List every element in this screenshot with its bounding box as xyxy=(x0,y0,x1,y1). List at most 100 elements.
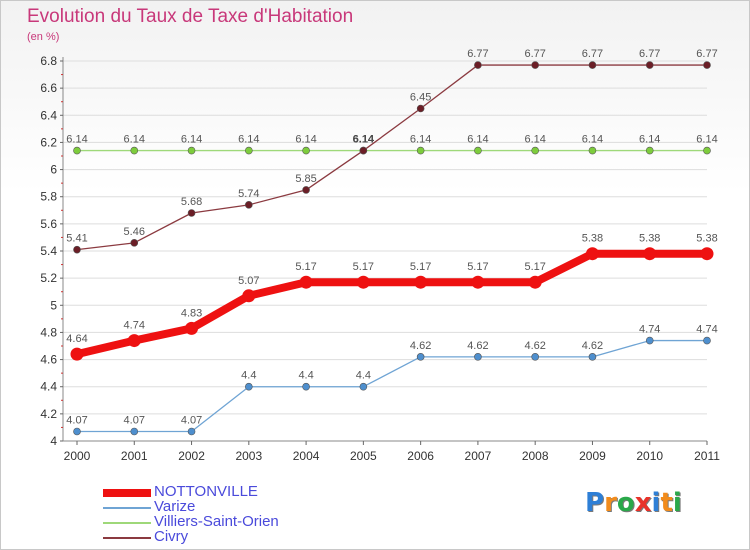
data-point xyxy=(245,201,253,209)
data-label: 6.77 xyxy=(524,48,545,60)
data-point xyxy=(130,146,139,155)
y-tick-label: 6.8 xyxy=(40,54,57,68)
y-tick-label: 5.8 xyxy=(40,190,57,204)
data-label: 4.4 xyxy=(298,370,313,382)
data-label: 6.14 xyxy=(124,134,145,146)
x-tick-label: 2000 xyxy=(64,449,91,463)
y-tick-label: 5.6 xyxy=(40,217,57,231)
data-point xyxy=(73,427,81,436)
y-tick-label: 6 xyxy=(50,163,57,177)
x-tick-label: 2010 xyxy=(636,449,663,463)
data-label: 5.17 xyxy=(467,261,488,273)
data-point xyxy=(359,382,368,391)
data-point xyxy=(73,245,81,254)
y-tick-label: 4.6 xyxy=(40,353,57,367)
series-line-nottonville xyxy=(73,249,711,359)
y-tick-label: 4.2 xyxy=(40,407,57,421)
data-label: 6.14 xyxy=(353,134,375,146)
data-label: 5.85 xyxy=(295,173,316,185)
data-label: 4.83 xyxy=(181,307,202,319)
data-label: 6.77 xyxy=(639,48,660,60)
legend-swatch-varize xyxy=(103,507,151,509)
y-tick-label: 5.2 xyxy=(40,271,57,285)
data-label: 6.14 xyxy=(639,134,660,146)
data-point xyxy=(416,104,425,113)
data-label: 6.77 xyxy=(696,48,717,60)
x-tick-label: 2005 xyxy=(350,449,377,463)
data-label: 5.68 xyxy=(181,196,202,208)
data-label: 5.17 xyxy=(353,261,374,273)
legend-label-nottonville: NOTTONVILLE xyxy=(154,483,258,500)
data-label: 4.07 xyxy=(181,415,202,427)
data-label: 4.4 xyxy=(356,370,371,382)
data-point xyxy=(531,61,539,69)
series-line-varize xyxy=(76,339,708,433)
y-tick-label: 6.4 xyxy=(40,108,57,122)
data-point xyxy=(73,146,81,155)
x-tick-label: 2011 xyxy=(694,449,720,463)
x-tick-label: 2004 xyxy=(293,449,320,463)
chart-subtitle: (en %) xyxy=(27,31,60,43)
data-point xyxy=(588,146,597,155)
data-point xyxy=(643,247,657,261)
data-point xyxy=(474,353,482,361)
x-tick-label: 2006 xyxy=(407,449,434,463)
data-point xyxy=(703,146,711,155)
legend-label-civry: Civry xyxy=(154,528,189,545)
series-line-civry xyxy=(76,64,708,251)
data-point xyxy=(302,186,310,194)
data-label: 4.64 xyxy=(66,333,87,345)
data-point xyxy=(70,347,84,361)
data-label: 5.17 xyxy=(295,261,316,273)
data-point xyxy=(588,61,597,69)
legend-label-varize: Varize xyxy=(154,498,196,515)
y-tick-label: 4.8 xyxy=(40,325,57,339)
legend-label-villiers: Villiers-Saint-Orien xyxy=(154,513,279,530)
y-tick-label: 6.2 xyxy=(40,135,57,149)
data-label: 4.07 xyxy=(66,415,87,427)
y-tick-label: 5.4 xyxy=(40,244,57,258)
data-label: 4.07 xyxy=(124,415,145,427)
data-label: 6.14 xyxy=(295,134,316,146)
data-label: 4.74 xyxy=(639,324,660,336)
y-tick-label: 5 xyxy=(50,298,57,312)
data-point xyxy=(585,247,599,261)
y-tick-label: 4 xyxy=(50,434,57,448)
data-label: 6.14 xyxy=(582,134,603,146)
proxiti-logo: Proxiti xyxy=(585,488,682,518)
data-label: 6.77 xyxy=(582,48,603,60)
data-point xyxy=(356,275,370,289)
x-tick-label: 2001 xyxy=(121,449,148,463)
data-point xyxy=(416,353,425,361)
data-point xyxy=(645,61,654,69)
data-point xyxy=(703,336,711,345)
data-point xyxy=(187,209,196,217)
data-point xyxy=(187,427,196,436)
data-point xyxy=(645,146,654,155)
data-point xyxy=(703,61,711,69)
data-label: 4.62 xyxy=(524,340,545,352)
data-point xyxy=(302,382,310,391)
data-point xyxy=(299,275,313,289)
data-label: 6.14 xyxy=(524,134,545,146)
x-tick-label: 2009 xyxy=(579,449,606,463)
data-point xyxy=(471,275,485,289)
data-label: 6.77 xyxy=(467,48,488,60)
data-label: 5.74 xyxy=(238,188,259,200)
data-label: 6.14 xyxy=(467,134,488,146)
data-point xyxy=(531,146,539,155)
data-label: 5.38 xyxy=(639,233,660,245)
data-point xyxy=(187,146,196,155)
data-point xyxy=(414,275,428,289)
data-point xyxy=(700,247,714,261)
x-tick-label: 2002 xyxy=(178,449,205,463)
data-label: 5.38 xyxy=(696,233,717,245)
data-label: 5.17 xyxy=(410,261,431,273)
data-point xyxy=(528,275,542,289)
data-label: 5.41 xyxy=(66,233,87,245)
data-label: 6.14 xyxy=(238,134,259,146)
data-point xyxy=(185,321,199,335)
data-label: 5.38 xyxy=(582,233,603,245)
data-label: 4.74 xyxy=(124,320,145,332)
